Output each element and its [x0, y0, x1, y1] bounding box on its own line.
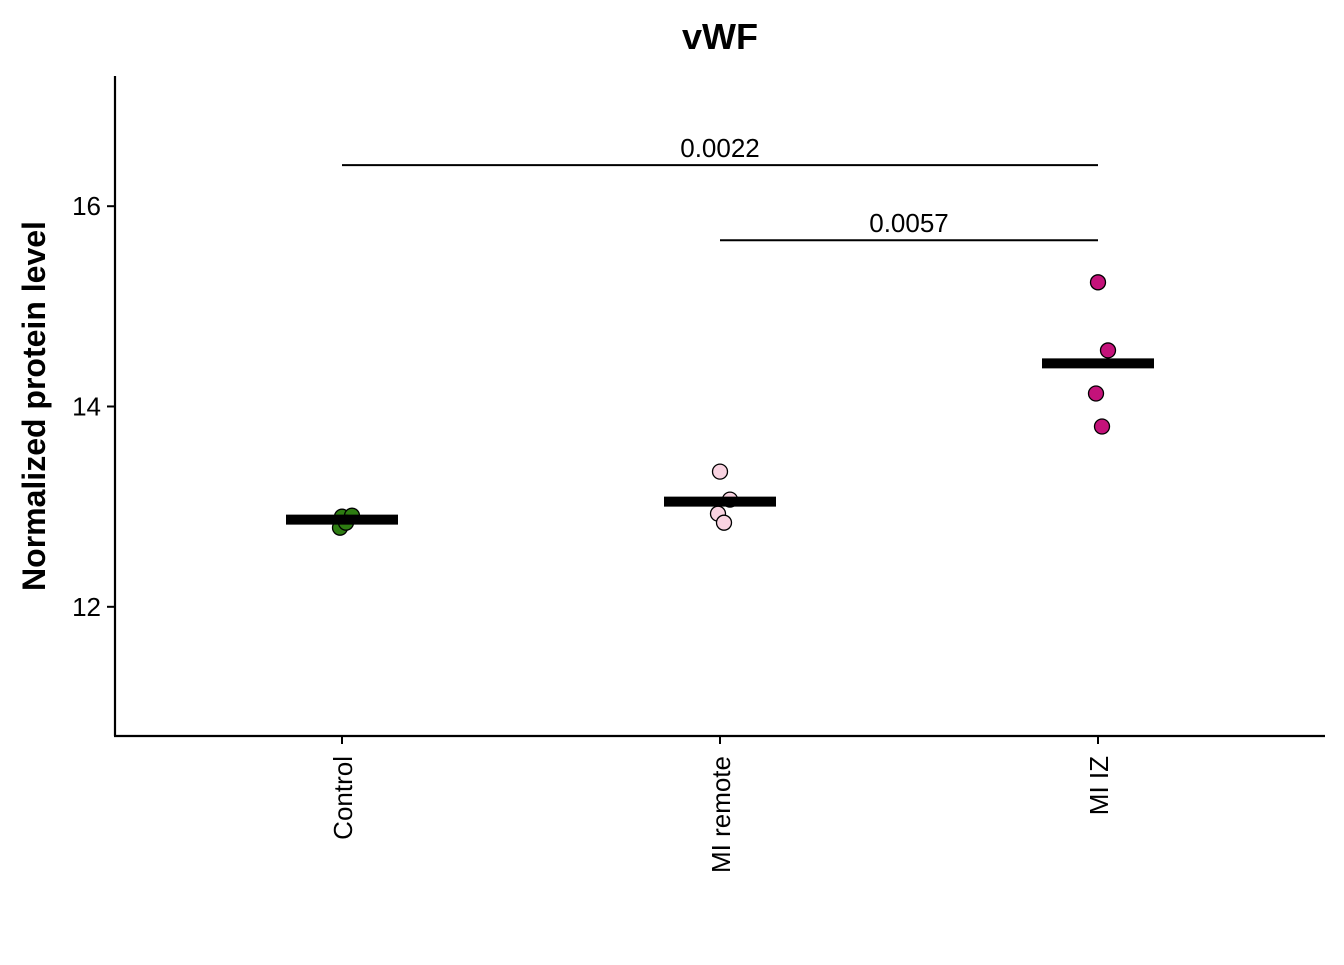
- p-value-label: 0.0022: [680, 133, 760, 163]
- data-point: [711, 463, 729, 480]
- data-point: [1087, 385, 1105, 402]
- x-tick-label: Control: [328, 756, 358, 840]
- y-tick-label: 14: [72, 392, 101, 422]
- data-point: [1099, 342, 1117, 359]
- data-point: [715, 514, 733, 531]
- data-point: [1089, 274, 1107, 291]
- y-axis-title: Normalized protein level: [16, 221, 52, 591]
- y-tick-label: 12: [72, 592, 101, 622]
- x-tick-label: MI remote: [706, 756, 736, 873]
- data-point: [1093, 418, 1111, 435]
- y-tick-label: 16: [72, 191, 101, 221]
- p-value-label: 0.0057: [869, 208, 949, 238]
- x-tick-label: MI IZ: [1084, 756, 1114, 815]
- chart-title: vWF: [682, 16, 758, 57]
